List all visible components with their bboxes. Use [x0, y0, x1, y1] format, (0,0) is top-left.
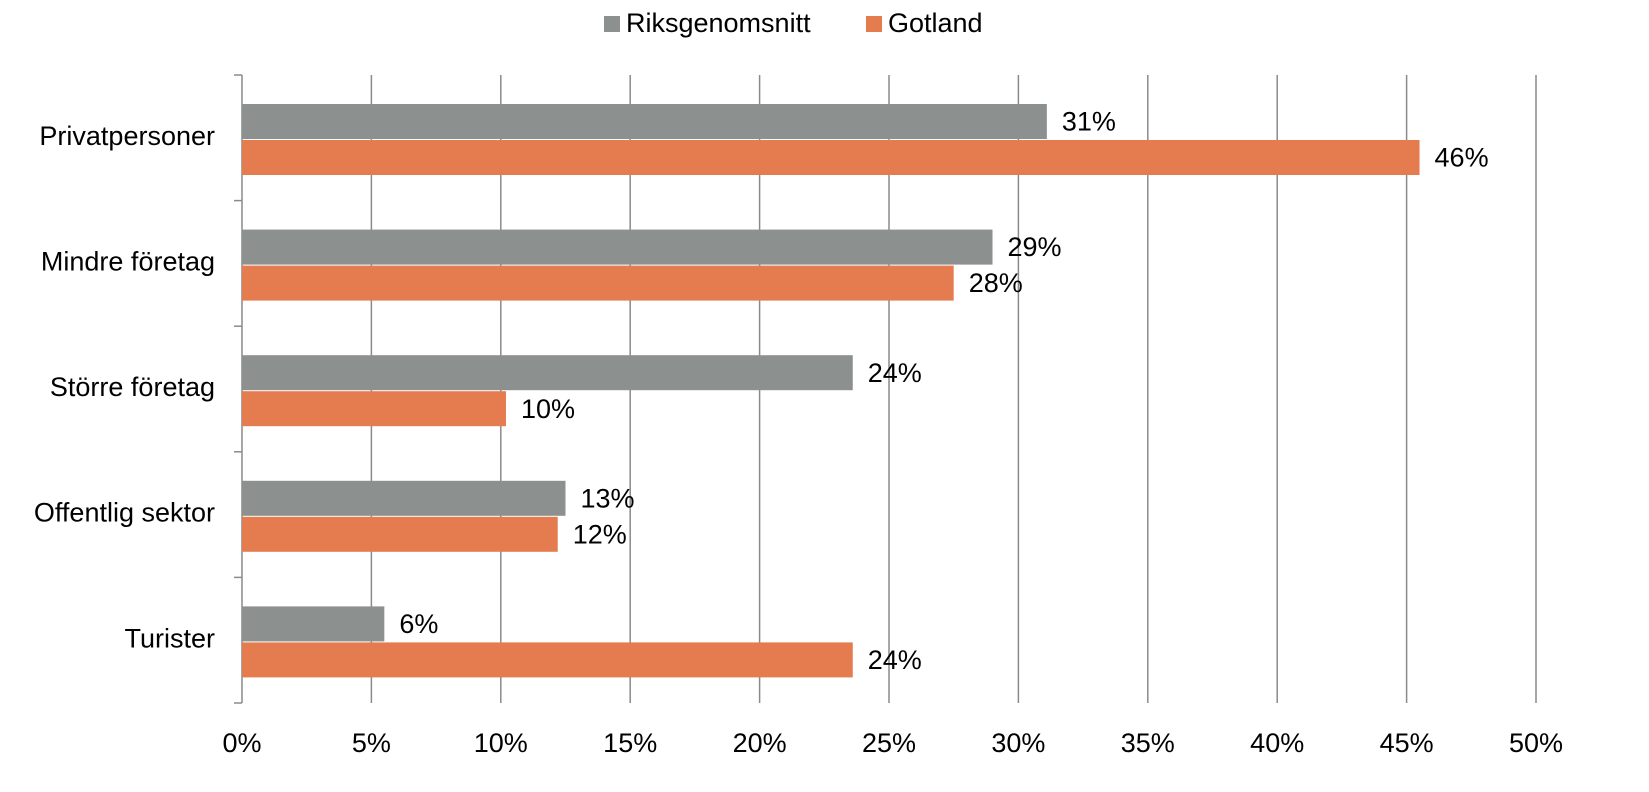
data-label: 28% [969, 268, 1023, 298]
bar [242, 606, 385, 642]
x-tick-label: 35% [1121, 728, 1175, 758]
x-tick-label: 20% [733, 728, 787, 758]
y-tick-label: Privatpersoner [39, 121, 215, 151]
y-tick-label: Turister [124, 623, 215, 653]
bar [242, 355, 853, 391]
legend-label: Gotland [888, 8, 983, 38]
x-tick-label: 10% [474, 728, 528, 758]
data-label: 24% [868, 358, 922, 388]
y-tick-label: Större företag [50, 372, 215, 402]
legend-label: Riksgenomsnitt [626, 8, 811, 38]
x-tick-label: 0% [222, 728, 261, 758]
x-tick-label: 30% [991, 728, 1045, 758]
x-tick-label: 25% [862, 728, 916, 758]
bar [242, 642, 853, 678]
legend-swatch [604, 16, 620, 32]
bar [242, 391, 506, 427]
data-label: 24% [868, 645, 922, 675]
data-label: 29% [1008, 232, 1062, 262]
y-tick-label: Mindre företag [41, 247, 215, 277]
data-label: 31% [1062, 107, 1116, 137]
bar [242, 265, 954, 301]
bar [242, 140, 1420, 175]
bar [242, 480, 566, 516]
x-tick-label: 45% [1380, 728, 1434, 758]
x-tick-label: 5% [352, 728, 391, 758]
data-label: 10% [521, 394, 575, 424]
data-label: 6% [399, 609, 438, 639]
x-tick-label: 50% [1509, 728, 1563, 758]
bar [242, 516, 558, 552]
bar [242, 229, 993, 265]
data-label: 12% [573, 519, 627, 549]
bar [242, 104, 1047, 139]
y-tick-label: Offentlig sektor [34, 498, 215, 528]
x-tick-label: 15% [603, 728, 657, 758]
data-label: 46% [1435, 143, 1489, 173]
data-label: 13% [581, 483, 635, 513]
x-tick-label: 40% [1250, 728, 1304, 758]
legend-swatch [866, 16, 882, 32]
